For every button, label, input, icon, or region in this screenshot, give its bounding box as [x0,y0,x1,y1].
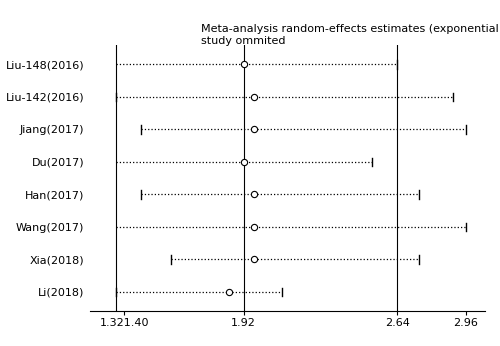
Text: study ommited: study ommited [200,36,285,46]
Text: Meta-analysis random-effects estimates (exponential form): Meta-analysis random-effects estimates (… [200,24,500,34]
